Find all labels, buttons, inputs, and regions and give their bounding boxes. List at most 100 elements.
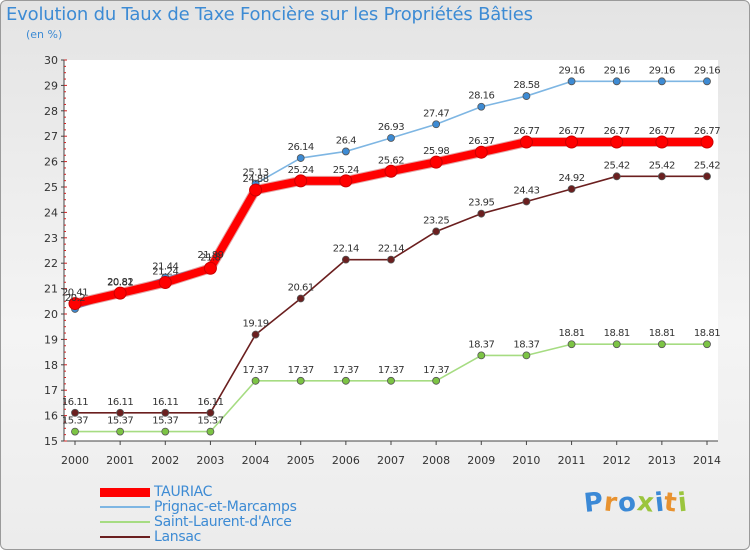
y-tick-label: 28 [44, 105, 58, 118]
data-label-saint-laurent-d-arce: 15.37 [107, 416, 133, 427]
data-label-lansac: 22.14 [378, 244, 404, 255]
x-tick-label: 2009 [467, 454, 495, 467]
legend-swatch [100, 521, 150, 523]
y-tick-label: 23 [44, 232, 58, 245]
data-label-lansac: 16.11 [107, 397, 133, 408]
logo-letter: i [676, 487, 690, 519]
data-point-prignac-et-marcamps [432, 120, 441, 129]
data-point-saint-laurent-d-arce [612, 340, 621, 349]
data-label-saint-laurent-d-arce: 18.81 [559, 328, 585, 339]
x-tick-label: 2005 [287, 454, 315, 467]
data-label-saint-laurent-d-arce: 15.37 [197, 416, 223, 427]
data-point-tauriac [294, 174, 308, 188]
data-label-lansac: 19.19 [243, 319, 269, 330]
data-label-tauriac: 24.88 [243, 174, 269, 185]
data-label-tauriac: 25.62 [378, 155, 404, 166]
x-tick-label: 2003 [196, 454, 224, 467]
data-point-saint-laurent-d-arce [161, 427, 170, 436]
data-label-lansac: 24.92 [559, 173, 585, 184]
y-tick-label: 19 [44, 333, 58, 346]
data-label-prignac-et-marcamps: 28.16 [468, 91, 494, 102]
data-point-saint-laurent-d-arce [522, 351, 531, 360]
data-label-tauriac: 20.82 [107, 277, 133, 288]
data-point-tauriac [565, 135, 579, 149]
data-point-saint-laurent-d-arce [341, 376, 350, 385]
data-label-saint-laurent-d-arce: 15.37 [152, 416, 178, 427]
data-label-saint-laurent-d-arce: 18.81 [694, 328, 720, 339]
data-point-lansac [341, 255, 350, 264]
data-point-saint-laurent-d-arce [116, 427, 125, 436]
data-label-prignac-et-marcamps: 26.4 [336, 135, 356, 146]
x-tick-label: 2010 [512, 454, 540, 467]
y-tick-label: 18 [44, 359, 58, 372]
data-label-tauriac: 26.77 [604, 126, 630, 137]
data-point-lansac [71, 408, 79, 417]
data-label-lansac: 25.42 [649, 160, 675, 171]
data-label-lansac: 16.11 [62, 397, 88, 408]
x-tick-label: 2007 [377, 454, 405, 467]
data-label-lansac: 22.14 [333, 244, 359, 255]
data-label-tauriac: 26.77 [649, 126, 675, 137]
data-point-lansac [251, 330, 260, 339]
data-point-lansac [296, 294, 305, 303]
data-point-prignac-et-marcamps [341, 147, 350, 156]
data-label-saint-laurent-d-arce: 18.37 [468, 339, 494, 350]
axes: 15 16 17 18 19 20 21 22 23 24 25 26 27 28 29 30 2000 2001… [44, 54, 721, 467]
data-label-saint-laurent-d-arce: 15.37 [62, 416, 88, 427]
data-point-saint-laurent-d-arce [567, 340, 576, 349]
x-tick-label: 2002 [151, 454, 179, 467]
legend-swatch [100, 506, 150, 508]
data-point-lansac [567, 185, 576, 193]
data-label-tauriac: 25.24 [288, 165, 314, 176]
data-label-prignac-et-marcamps: 29.16 [694, 65, 720, 76]
data-label-saint-laurent-d-arce: 18.37 [513, 339, 539, 350]
data-point-tauriac [339, 174, 353, 188]
data-label-lansac: 25.42 [694, 160, 720, 171]
data-label-tauriac: 26.77 [513, 126, 539, 137]
x-tick-label: 2013 [648, 454, 676, 467]
data-label-prignac-et-marcamps: 20.81 [107, 277, 133, 288]
data-point-tauriac [249, 183, 263, 197]
data-label-tauriac: 20.41 [62, 288, 88, 299]
data-label-prignac-et-marcamps: 29.16 [604, 65, 630, 76]
data-point-saint-laurent-d-arce [206, 427, 215, 436]
y-tick-label: 27 [44, 130, 58, 143]
data-label-tauriac: 21.24 [152, 267, 178, 278]
data-point-tauriac [655, 135, 669, 149]
data-label-lansac: 16.11 [152, 397, 178, 408]
data-label-prignac-et-marcamps: 21.89 [197, 250, 223, 261]
data-point-lansac [161, 408, 170, 417]
unit-label: (en %) [26, 28, 63, 41]
data-point-tauriac [700, 135, 714, 149]
data-label-prignac-et-marcamps: 26.14 [288, 142, 314, 153]
y-tick-label: 15 [44, 435, 58, 448]
data-point-prignac-et-marcamps [522, 92, 531, 100]
data-label-prignac-et-marcamps: 25.13 [243, 168, 269, 179]
y-tick-label: 24 [44, 206, 58, 219]
data-point-lansac [657, 172, 666, 181]
data-label-prignac-et-marcamps: 27.47 [423, 108, 449, 119]
data-point-lansac [703, 172, 711, 181]
proxiti-logo: Proxiti [582, 487, 690, 519]
y-tick-label: 26 [44, 156, 58, 169]
data-point-lansac [387, 255, 395, 264]
data-point-tauriac [474, 145, 488, 159]
data-label-saint-laurent-d-arce: 17.37 [378, 365, 404, 376]
data-label-saint-laurent-d-arce: 17.37 [288, 365, 314, 376]
data-label-prignac-et-marcamps: 29.16 [649, 65, 675, 76]
data-point-tauriac [158, 276, 172, 290]
data-label-saint-laurent-d-arce: 17.37 [333, 365, 359, 376]
x-tick-label: 2008 [422, 454, 450, 467]
legend-label: TAURIAC [154, 484, 213, 500]
x-tick-label: 2012 [603, 454, 631, 467]
data-point-lansac [432, 227, 441, 236]
data-label-tauriac: 26.77 [694, 126, 720, 137]
data-point-saint-laurent-d-arce [432, 376, 441, 385]
data-label-prignac-et-marcamps: 21.44 [152, 261, 178, 272]
data-label-lansac: 23.95 [468, 198, 494, 209]
y-tick-label: 30 [44, 54, 58, 67]
data-label-saint-laurent-d-arce: 17.37 [423, 365, 449, 376]
data-point-lansac [116, 408, 125, 417]
legend-label: Prignac-et-Marcamps [154, 499, 297, 515]
data-point-prignac-et-marcamps [657, 77, 666, 86]
